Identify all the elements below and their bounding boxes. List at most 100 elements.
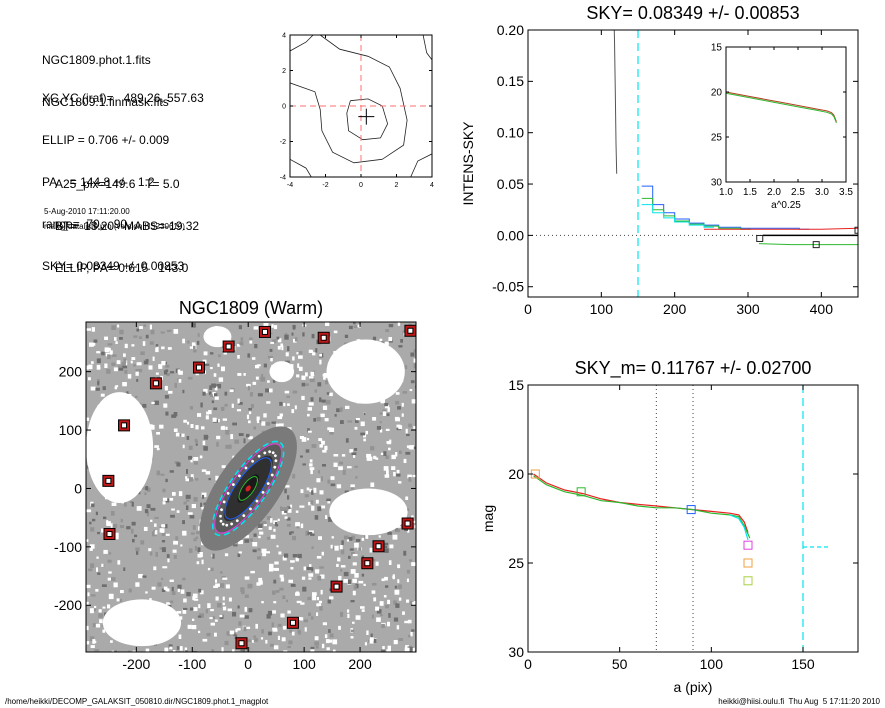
isophote-sample-point	[221, 522, 225, 526]
noise-pixel	[396, 625, 400, 630]
noise-pixel	[89, 544, 95, 549]
noise-pixel	[267, 610, 273, 616]
noise-pixel	[328, 517, 333, 522]
noise-pixel	[338, 575, 342, 581]
noise-pixel	[277, 623, 282, 627]
noise-pixel	[197, 553, 202, 558]
noise-pixel	[217, 418, 220, 423]
inset-ytick-label: 20	[711, 88, 723, 99]
noise-pixel	[393, 600, 397, 605]
noise-pixel	[207, 567, 211, 571]
noise-pixel	[216, 441, 219, 447]
noise-pixel	[340, 611, 344, 617]
noise-pixel	[413, 446, 416, 450]
inset-xtick-label: 1.5	[743, 187, 757, 198]
noise-pixel	[381, 649, 386, 652]
inset-profile-red	[725, 91, 837, 122]
noise-pixel	[149, 341, 154, 345]
noise-pixel	[112, 524, 118, 528]
noise-pixel	[140, 351, 145, 355]
noise-pixel	[412, 647, 415, 652]
masked-star-ring	[259, 326, 270, 337]
noise-pixel	[292, 390, 298, 394]
noise-pixel	[115, 341, 118, 344]
noise-pixel	[127, 374, 132, 379]
noise-pixel	[269, 388, 273, 393]
noise-pixel	[247, 639, 251, 642]
noise-pixel	[135, 370, 139, 376]
noise-pixel	[107, 604, 111, 609]
bt-mabs-line: BT= 13.20 MABS=-19.32	[55, 219, 200, 233]
noise-pixel	[365, 534, 369, 539]
noise-pixel	[188, 548, 193, 553]
noise-pixel	[176, 646, 180, 650]
noise-pixel	[171, 586, 174, 592]
program-line: make_datalist0.pro (version HS230610)	[44, 222, 185, 231]
noise-pixel	[243, 438, 246, 444]
mag-title: SKY_m= 0.11767 +/- 0.02700	[575, 358, 812, 379]
noise-pixel	[103, 516, 107, 520]
noise-pixel	[385, 455, 389, 459]
noise-pixel	[190, 532, 195, 535]
noise-pixel	[296, 374, 300, 378]
noise-pixel	[111, 325, 116, 330]
noise-pixel	[181, 433, 185, 437]
noise-pixel	[395, 603, 400, 608]
noise-pixel	[144, 509, 149, 514]
noise-pixel	[325, 515, 328, 519]
masked-star-core	[290, 620, 295, 625]
noise-pixel	[259, 531, 264, 535]
noise-pixel	[379, 421, 382, 424]
noise-pixel	[177, 584, 182, 590]
noise-pixel	[323, 377, 326, 380]
noise-pixel	[142, 403, 147, 408]
noise-pixel	[86, 365, 89, 370]
noise-pixel	[237, 553, 241, 557]
noise-pixel	[149, 324, 152, 330]
noise-pixel	[89, 546, 93, 551]
noise-pixel	[263, 323, 269, 327]
noise-pixel	[90, 645, 95, 648]
noise-pixel	[405, 428, 408, 434]
noise-pixel	[89, 342, 94, 347]
noise-pixel	[227, 608, 232, 612]
noise-pixel	[238, 540, 243, 545]
noise-pixel	[287, 506, 291, 510]
noise-pixel	[292, 356, 295, 361]
noise-pixel	[244, 594, 249, 598]
noise-pixel	[222, 596, 225, 601]
mag-square-marker	[576, 487, 586, 497]
noise-pixel	[124, 343, 128, 349]
noise-pixel	[183, 501, 187, 505]
noise-pixel	[150, 329, 155, 335]
noise-pixel	[173, 555, 177, 559]
noise-pixel	[250, 404, 254, 409]
mag-ytick-label: 30	[508, 644, 524, 660]
noise-pixel	[211, 400, 215, 404]
noise-pixel	[156, 447, 160, 451]
noise-pixel	[212, 553, 215, 559]
noise-pixel	[156, 470, 161, 476]
noise-pixel	[155, 551, 158, 557]
mag-xtick-label: 100	[700, 656, 724, 672]
noise-pixel	[257, 548, 261, 551]
noise-pixel	[240, 587, 245, 593]
noise-pixel	[290, 583, 296, 587]
noise-pixel	[268, 526, 272, 530]
noise-pixel	[161, 577, 164, 580]
noise-pixel	[347, 613, 350, 618]
footer-user-date: heikki@hiisi.oulu.fi Thu Aug 5 17:11:20 …	[718, 697, 880, 706]
noise-pixel	[173, 329, 179, 334]
noise-pixel	[403, 550, 407, 556]
noise-pixel	[182, 608, 187, 614]
noise-pixel	[246, 414, 250, 420]
noise-pixel	[410, 631, 413, 637]
noise-pixel	[214, 386, 218, 391]
noise-pixel	[340, 420, 344, 424]
noise-pixel	[280, 577, 285, 582]
noise-pixel	[146, 504, 151, 509]
noise-pixel	[355, 418, 360, 421]
noise-pixel	[164, 524, 168, 529]
noise-pixel	[214, 632, 217, 637]
noise-pixel	[250, 570, 255, 574]
